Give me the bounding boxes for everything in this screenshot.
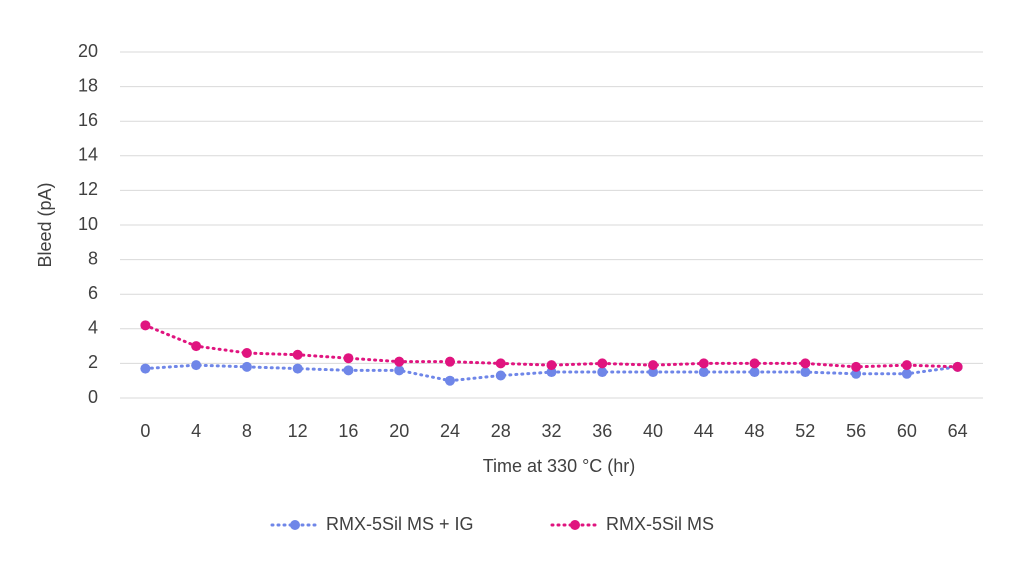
data-point xyxy=(851,361,862,372)
data-point xyxy=(901,360,912,371)
data-point xyxy=(495,358,506,369)
x-tick-label: 48 xyxy=(745,421,765,441)
y-axis-title: Bleed (pA) xyxy=(35,182,55,267)
x-tick-label: 28 xyxy=(491,421,511,441)
data-point xyxy=(546,367,557,378)
x-tick-label: 64 xyxy=(948,421,968,441)
data-point xyxy=(851,368,862,379)
data-point xyxy=(343,365,354,376)
x-tick-label: 12 xyxy=(288,421,308,441)
data-point xyxy=(140,320,151,331)
x-tick-label: 40 xyxy=(643,421,663,441)
data-point xyxy=(698,367,709,378)
y-tick-label: 20 xyxy=(78,41,98,61)
x-tick-label: 36 xyxy=(592,421,612,441)
data-point xyxy=(749,367,760,378)
x-tick-label: 60 xyxy=(897,421,917,441)
y-tick-label: 2 xyxy=(88,352,98,372)
x-tick-label: 4 xyxy=(191,421,201,441)
x-tick-label: 32 xyxy=(541,421,561,441)
x-axis-title: Time at 330 °C (hr) xyxy=(483,456,636,476)
data-point xyxy=(191,341,202,352)
data-point xyxy=(140,363,151,374)
legend-label: RMX-5Sil MS + IG xyxy=(326,514,474,534)
legend-marker xyxy=(290,520,300,530)
y-tick-label: 4 xyxy=(88,318,98,338)
data-point xyxy=(698,358,709,369)
x-tick-label: 56 xyxy=(846,421,866,441)
x-tick-label: 20 xyxy=(389,421,409,441)
legend-marker xyxy=(570,520,580,530)
data-point xyxy=(597,367,608,378)
data-point xyxy=(800,367,811,378)
data-point xyxy=(241,348,252,359)
series-line xyxy=(143,323,960,369)
y-tick-label: 10 xyxy=(78,214,98,234)
y-tick-label: 16 xyxy=(78,110,98,130)
x-tick-label: 24 xyxy=(440,421,460,441)
y-tick-label: 14 xyxy=(78,145,98,165)
data-point xyxy=(343,353,354,364)
data-point xyxy=(901,368,912,379)
y-tick-label: 6 xyxy=(88,283,98,303)
data-point xyxy=(648,360,659,371)
data-point xyxy=(800,358,811,369)
x-tick-label: 52 xyxy=(795,421,815,441)
data-point xyxy=(749,358,760,369)
data-point xyxy=(292,349,303,360)
data-point xyxy=(394,365,405,376)
data-point xyxy=(495,370,506,381)
data-point xyxy=(952,361,963,372)
data-point xyxy=(546,360,557,371)
data-point xyxy=(444,356,455,367)
x-tick-label: 8 xyxy=(242,421,252,441)
y-tick-label: 8 xyxy=(88,248,98,268)
y-tick-label: 18 xyxy=(78,75,98,95)
data-point xyxy=(648,367,659,378)
data-point xyxy=(394,356,405,367)
y-tick-label: 12 xyxy=(78,179,98,199)
data-point xyxy=(444,375,455,386)
legend-label: RMX-5Sil MS xyxy=(606,514,714,534)
x-tick-label: 44 xyxy=(694,421,714,441)
data-point xyxy=(292,363,303,374)
data-point xyxy=(191,360,202,371)
data-point xyxy=(241,361,252,372)
y-tick-label: 0 xyxy=(88,387,98,407)
x-tick-label: 0 xyxy=(140,421,150,441)
x-tick-label: 16 xyxy=(338,421,358,441)
data-point xyxy=(597,358,608,369)
